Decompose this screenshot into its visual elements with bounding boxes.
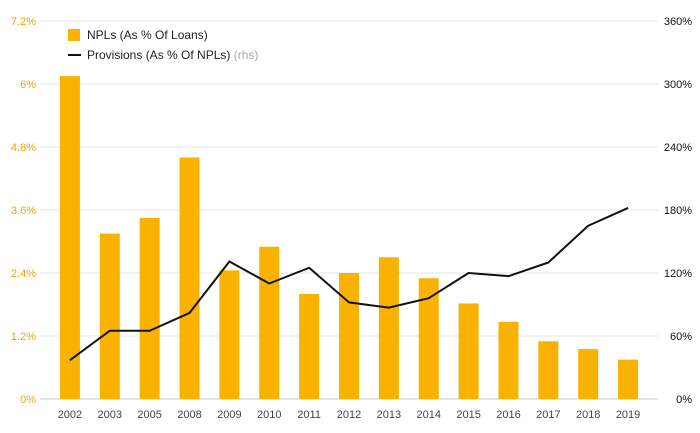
legend: NPLs (As % Of Loans) Provisions (As % Of… (68, 28, 258, 62)
bar-npl (179, 157, 200, 399)
left-tick-label: 1.2% (11, 331, 36, 343)
x-axis: 2002 2003 2005 2008 2009 2010 2011 2012 2013 2014… (58, 409, 641, 421)
right-tick-label: 240% (664, 142, 692, 154)
bar-npl (99, 233, 120, 399)
bar-npl (139, 217, 160, 399)
right-tick-label: 0% (676, 394, 692, 406)
left-tick-label: 4.8% (11, 142, 36, 154)
bar-npl (299, 294, 320, 399)
bar-npl (339, 273, 359, 399)
x-tick-label: 2010 (257, 409, 281, 421)
x-tick-label: 2018 (576, 409, 600, 421)
legend-label-provisions-suffix: (rhs) (234, 48, 259, 62)
right-tick-label: 360% (664, 16, 692, 28)
legend-swatch-npls (68, 29, 80, 41)
provisions-line (69, 206, 629, 361)
x-tick-label: 2012 (337, 409, 361, 421)
legend-label-provisions: Provisions (As % Of NPLs) (rhs) (87, 48, 258, 62)
x-tick-label: 2003 (98, 409, 122, 421)
bar-npl (378, 257, 399, 399)
x-tick-label: 2011 (297, 409, 321, 421)
x-tick-label: 2008 (177, 409, 201, 421)
left-tick-label: 6% (20, 79, 36, 91)
x-tick-label: 2019 (616, 409, 640, 421)
legend-label-provisions-main: Provisions (As % Of NPLs) (87, 48, 230, 62)
bar-npl (219, 270, 240, 399)
bar-npl (418, 278, 439, 399)
bar-npl (578, 349, 599, 399)
x-tick-label: 2002 (58, 409, 82, 421)
x-tick-label: 2017 (536, 409, 560, 421)
right-axis: 0% 60% 120% 180% 240% 300% 360% (664, 16, 692, 406)
right-tick-label: 120% (664, 268, 692, 280)
bar-npl (59, 76, 80, 399)
bar-npl (538, 341, 559, 399)
provisions-line-group (69, 206, 629, 361)
left-tick-label: 2.4% (11, 268, 36, 280)
left-tick-label: 3.6% (11, 205, 36, 217)
bar-npl (498, 321, 519, 399)
right-tick-label: 180% (664, 205, 692, 217)
bar-npl (259, 246, 280, 399)
x-tick-label: 2013 (377, 409, 401, 421)
npl-bars (59, 76, 639, 399)
x-tick-label: 2016 (496, 409, 520, 421)
right-tick-label: 300% (664, 79, 692, 91)
left-tick-label: 7.2% (11, 16, 36, 28)
bar-npl (618, 359, 639, 399)
x-tick-label: 2015 (456, 409, 480, 421)
x-tick-label: 2005 (137, 409, 161, 421)
x-tick-label: 2014 (416, 409, 440, 421)
legend-label-npls: NPLs (As % Of Loans) (87, 28, 208, 42)
bar-npl (458, 303, 479, 399)
x-tick-label: 2009 (217, 409, 241, 421)
left-tick-label: 0% (20, 394, 36, 406)
left-axis: 0% 1.2% 2.4% 3.6% 4.8% 6% 7.2% (11, 16, 36, 406)
right-tick-label: 60% (670, 331, 692, 343)
